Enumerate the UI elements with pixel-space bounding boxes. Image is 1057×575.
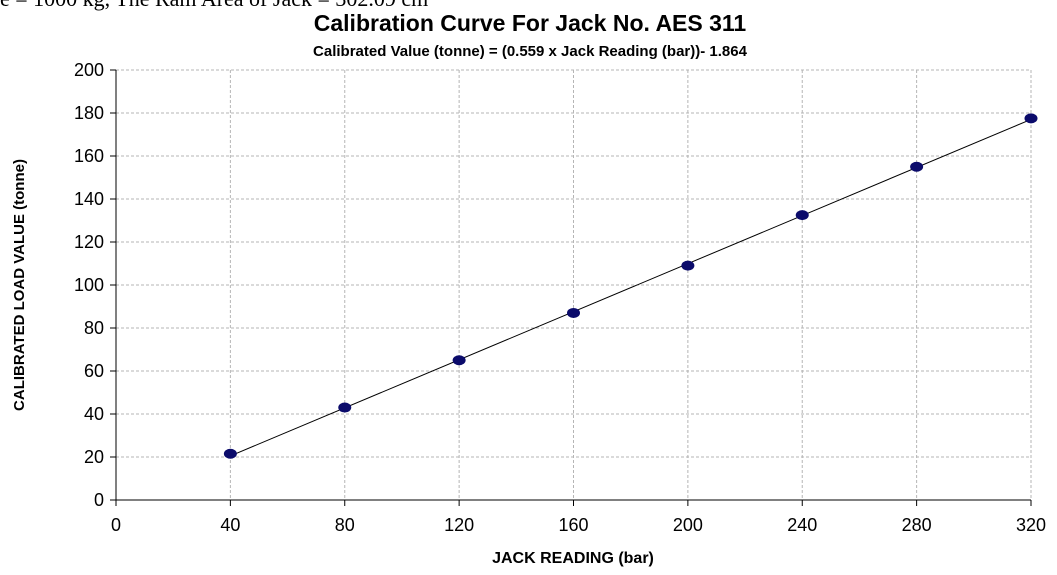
trendline [230,118,1032,457]
y-tick-label-20: 20 [84,447,104,467]
y-tick-label-80: 80 [84,318,104,338]
data-point-80 [338,402,352,413]
data-point-40 [223,448,237,459]
data-point-320 [1024,113,1038,124]
x-tick-label-240: 240 [787,515,817,535]
x-tick-label-80: 80 [335,515,355,535]
y-axis-label: CALIBRATED LOAD VALUE (tonne) [11,159,28,411]
x-tick-label-0: 0 [111,515,121,535]
data-point-120 [452,355,466,366]
x-tick-label-200: 200 [673,515,703,535]
chart-subtitle: Calibrated Value (tonne) = (0.559 x Jack… [313,43,748,60]
y-tick-label-40: 40 [84,404,104,424]
data-point-280 [910,161,924,172]
data-points-layer [223,113,1038,459]
y-tick-label-140: 140 [74,189,104,209]
y-tick-label-200: 200 [74,60,104,80]
data-point-240 [795,210,809,221]
x-tick-label-40: 40 [220,515,240,535]
y-tick-label-100: 100 [74,275,104,295]
x-tick-label-160: 160 [558,515,588,535]
data-point-200 [681,260,695,271]
y-tick-label-160: 160 [74,146,104,166]
header-fragment-text: e = 1000 kg, The Ram Area of Jack = 302.… [0,0,428,12]
y-tick-label-120: 120 [74,232,104,252]
y-tick-label-0: 0 [94,490,104,510]
x-tick-label-280: 280 [902,515,932,535]
tick-labels-layer: 0 20 40 60 80 100 120 140 160 180 200 0 40 80 120 160 20… [74,60,1046,535]
x-tick-label-120: 120 [444,515,474,535]
y-tick-label-60: 60 [84,361,104,381]
y-tick-label-180: 180 [74,103,104,123]
x-axis-label: JACK READING (bar) [492,550,654,567]
chart-title: Calibration Curve For Jack No. AES 311 [314,10,747,36]
axes-layer [110,69,1032,506]
grid-layer [116,69,1032,500]
data-point-160 [567,307,580,318]
trendline-layer [230,118,1032,457]
x-tick-label-320: 320 [1016,515,1046,535]
